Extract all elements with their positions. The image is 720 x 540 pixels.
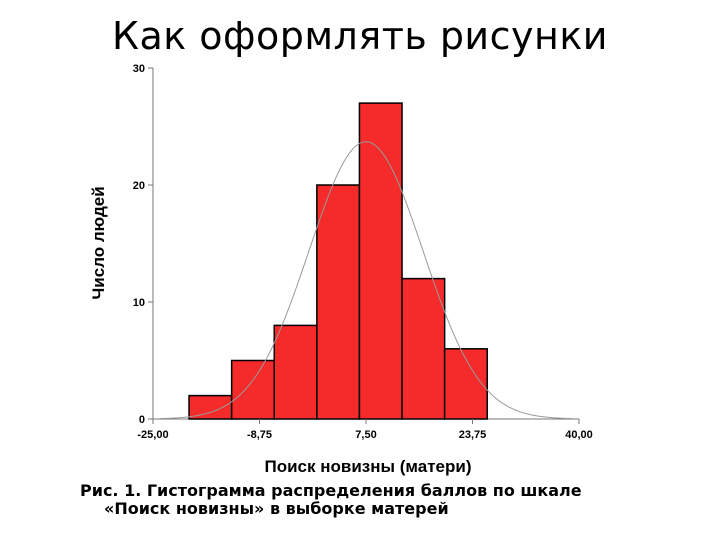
- y-tick-label: 0: [139, 414, 145, 426]
- axis-ticks: 0 10 20 30 -25,00 -8,75 7,50 23,75 40,00: [133, 63, 593, 441]
- histogram-chart: 0 10 20 30 -25,00 -8,75 7,50 23,75 40,00 Число л…: [89, 63, 593, 476]
- histogram-bar-3: [273, 324, 318, 420]
- x-tick-label: -25,00: [137, 429, 168, 441]
- histogram-bar-7: [443, 348, 488, 420]
- y-tick-label: 20: [133, 180, 145, 192]
- histogram-bar-4: [316, 184, 361, 420]
- y-tick-label: 10: [133, 297, 145, 309]
- y-axis-label: Число людей: [89, 186, 108, 299]
- caption-line-1: Рис. 1. Гистограмма распределения баллов…: [80, 481, 582, 500]
- x-axis-label: Поиск новизны (матери): [265, 457, 472, 476]
- histogram-bar-6: [401, 277, 446, 420]
- figure-caption: Рис. 1. Гистограмма распределения баллов…: [80, 482, 680, 518]
- x-tick-label: 40,00: [565, 429, 593, 441]
- normal-curve: [159, 141, 573, 420]
- x-tick-label: -8,75: [247, 429, 272, 441]
- histogram-bar-5: [358, 102, 403, 420]
- slide-title: Как оформлять рисунки: [111, 14, 609, 58]
- x-tick-label: 23,75: [459, 429, 487, 441]
- x-tick-label: 7,50: [355, 429, 376, 441]
- histogram-bars: [188, 102, 488, 420]
- histogram-bar-2: [230, 359, 275, 420]
- y-tick-label: 30: [133, 63, 145, 75]
- caption-line-2: «Поиск новизны» в выборке матерей: [104, 499, 449, 518]
